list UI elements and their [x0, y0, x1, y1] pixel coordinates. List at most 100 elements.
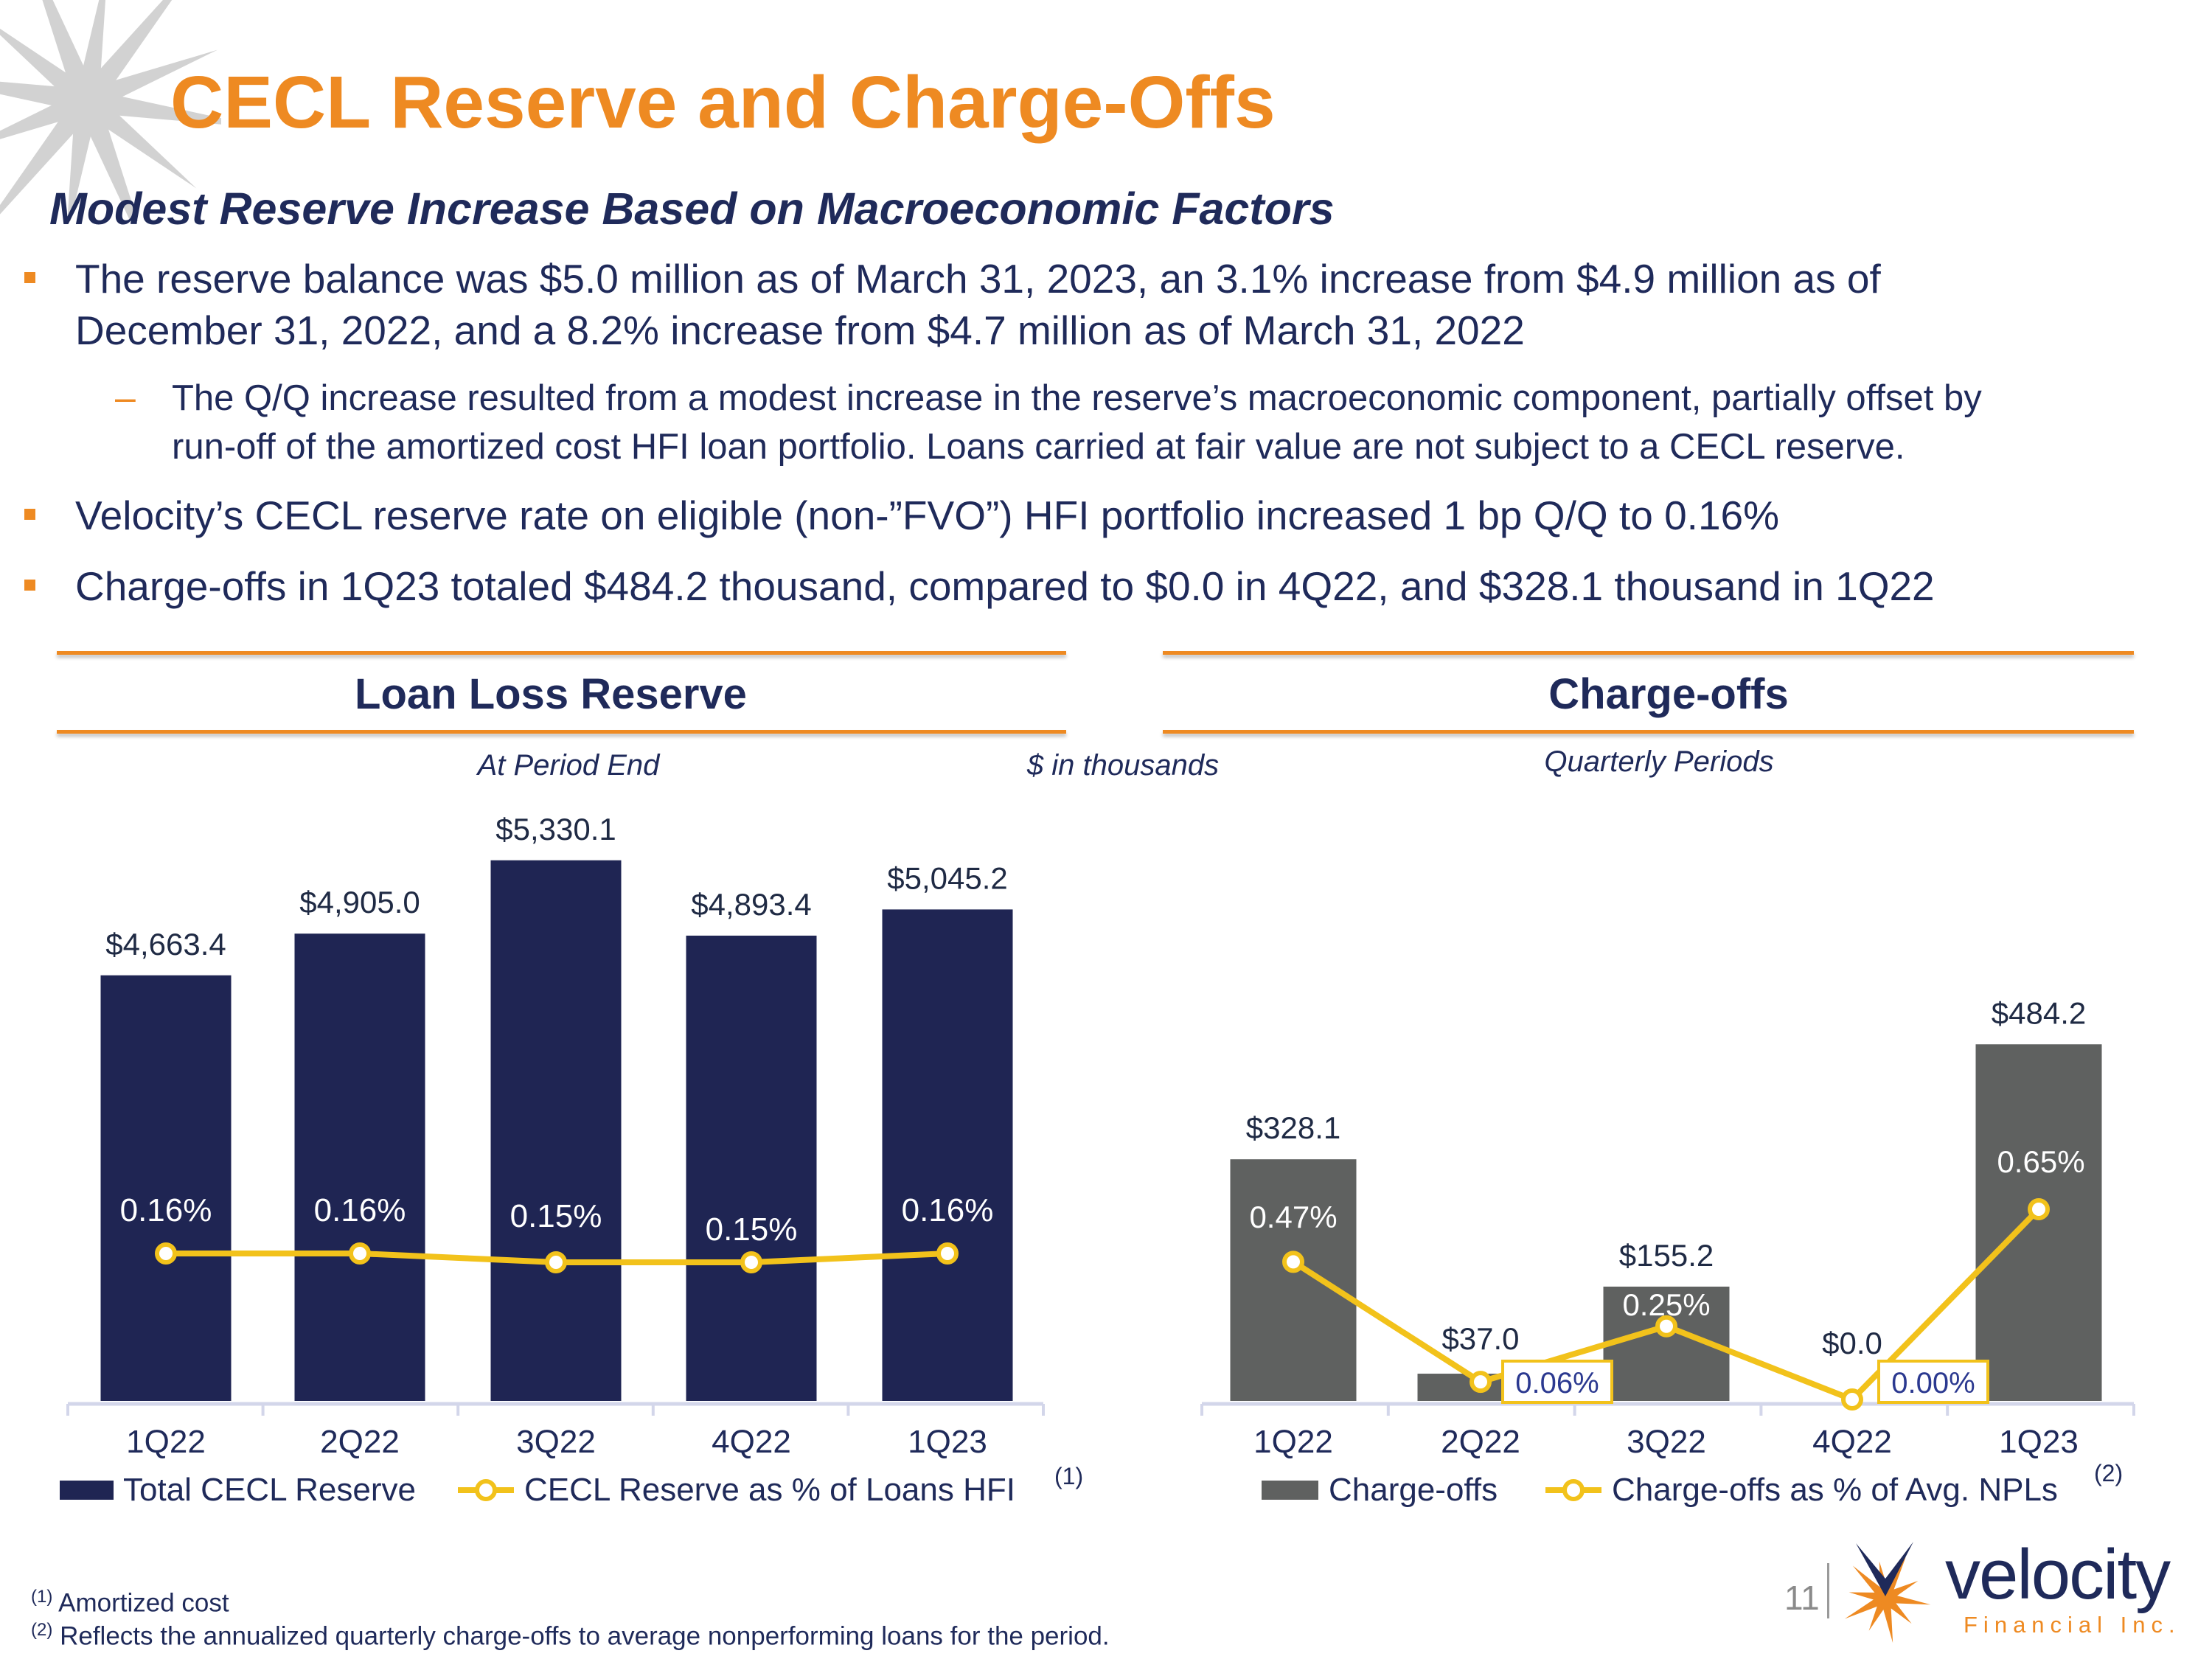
x-tick-label: 1Q23	[1999, 1424, 2079, 1460]
line-point	[1282, 1251, 1304, 1273]
bar-value-label: $5,330.1	[495, 812, 616, 846]
legend-label: CECL Reserve as % of Loans HFI	[524, 1472, 1015, 1508]
loan-loss-reserve-title: Loan Loss Reserve	[355, 670, 747, 718]
footnote-text: Reflects the annualized quarterly charge…	[60, 1621, 1110, 1651]
x-tick-label: 2Q22	[320, 1424, 400, 1460]
star-ray	[83, 49, 218, 112]
line-value-label-box	[1501, 1360, 1613, 1404]
bullet-marker	[24, 272, 35, 283]
sub-bullet-dash: –	[115, 377, 136, 418]
period-note: At Period End	[477, 749, 660, 782]
x-tick-label: 1Q23	[908, 1424, 987, 1460]
line-point	[740, 1251, 762, 1273]
line-point	[545, 1251, 567, 1273]
divider	[1163, 730, 2134, 734]
bullet-text: Velocity’s CECL reserve rate on eligible…	[75, 493, 1780, 538]
legend-label: Charge-offs	[1329, 1472, 1498, 1508]
star-watermark-icon	[0, 0, 221, 221]
bar-reserve-2Q22	[294, 933, 425, 1401]
x-tick-label: 3Q22	[1627, 1424, 1706, 1460]
bullet-marker	[24, 509, 35, 520]
line-point	[1470, 1371, 1492, 1394]
bar-value-label: $0.0	[1822, 1326, 1882, 1360]
bar-value-label: $4,905.0	[299, 885, 420, 919]
line-value-label: 0.16%	[902, 1192, 994, 1228]
star-ray	[77, 0, 173, 108]
logo-ray	[1882, 1580, 1919, 1603]
footnote-mark: (1)	[31, 1587, 53, 1607]
page-title: CECL Reserve and Charge-Offs	[170, 61, 1276, 144]
divider	[57, 651, 1066, 655]
x-tick-label: 4Q22	[1812, 1424, 1892, 1460]
divider	[1163, 651, 2134, 655]
sub-bullet-text: run-off of the amortized cost HFI loan p…	[172, 427, 1905, 467]
bullet-marker	[24, 580, 35, 591]
x-tick-label: 4Q22	[712, 1424, 791, 1460]
footnote-mark: (2)	[31, 1620, 53, 1640]
legend-line-marker-icon	[1545, 1479, 1601, 1501]
x-tick-label: 1Q22	[126, 1424, 206, 1460]
bar-value-label: $37.0	[1441, 1321, 1519, 1356]
star-ray	[0, 94, 97, 215]
quarterly-note: Quarterly Periods	[1544, 745, 1774, 778]
x-tick-label: 2Q22	[1441, 1424, 1520, 1460]
velocity-logo-wordmark: velocity	[1945, 1535, 2171, 1614]
logo-ray	[1852, 1565, 1889, 1601]
bar-chargeoff-1Q23	[1975, 1044, 2102, 1401]
line-point	[2028, 1197, 2050, 1220]
line-point	[1841, 1388, 1863, 1411]
page-number-divider	[1827, 1563, 1829, 1618]
bar-reserve-4Q22	[686, 935, 817, 1401]
sub-bullet-text: The Q/Q increase resulted from a modest …	[172, 378, 1982, 418]
line-value-label: 0.16%	[120, 1192, 212, 1228]
bullet-text: December 31, 2022, and a 8.2% increase f…	[75, 307, 1525, 353]
x-tick-label: 3Q22	[516, 1424, 596, 1460]
bar-value-label: $484.2	[1992, 995, 2086, 1030]
line-value-label: 0.15%	[706, 1211, 798, 1248]
footnote-2: (2) Reflects the annualized quarterly ch…	[31, 1620, 1110, 1652]
line-value-label-box	[1877, 1360, 1989, 1404]
bullet-text: Charge-offs in 1Q23 totaled $484.2 thous…	[75, 563, 1935, 609]
bar-chargeoff-1Q22	[1230, 1159, 1357, 1401]
legend-label: Charge-offs as % of Avg. NPLs	[1612, 1472, 2058, 1508]
bar-reserve-1Q23	[882, 909, 1013, 1401]
line-value-label: 0.47%	[1249, 1200, 1337, 1234]
bar-value-label: $4,893.4	[691, 887, 812, 922]
charge-offs-title: Charge-offs	[1548, 670, 1789, 718]
bar-value-label: $4,663.4	[105, 927, 226, 961]
line-value-label: 0.65%	[1997, 1144, 2084, 1179]
star-ray	[80, 91, 197, 189]
footnote-text: Amortized cost	[58, 1588, 229, 1618]
line-value-label: 0.25%	[1622, 1287, 1710, 1322]
bullet-text: The reserve balance was $5.0 million as …	[75, 256, 1881, 302]
velocity-logo-star-icon	[1844, 1542, 1931, 1644]
logo-ray	[1868, 1595, 1891, 1631]
units-note: $ in thousands	[1026, 749, 1220, 782]
legend-footnote-mark: (1)	[1054, 1463, 1084, 1489]
line-value-label: 0.16%	[314, 1192, 406, 1228]
line-point	[1655, 1315, 1677, 1338]
legend-swatch-total-cecl-reserve	[60, 1481, 114, 1500]
x-tick-label: 1Q22	[1253, 1424, 1333, 1460]
line-value-label: 0.00%	[1891, 1367, 1975, 1399]
legend-label: Total CECL Reserve	[123, 1472, 416, 1508]
page-number: 11	[1784, 1579, 1820, 1617]
footnote-1: (1) Amortized cost	[31, 1587, 229, 1618]
line-point	[936, 1242, 959, 1265]
star-ray	[0, 28, 94, 111]
legend-line-marker-icon	[458, 1479, 514, 1501]
page-subtitle: Modest Reserve Increase Based on Macroec…	[49, 184, 1335, 234]
line-value-label: 0.15%	[510, 1198, 602, 1234]
bar-value-label: $328.1	[1246, 1110, 1340, 1145]
line-value-label: 0.06%	[1515, 1367, 1599, 1399]
legend-swatch-charge-offs	[1262, 1481, 1318, 1500]
velocity-logo-subtext: Financial Inc.	[1964, 1612, 2181, 1638]
bar-reserve-1Q22	[100, 975, 232, 1401]
bar-reserve-3Q22	[490, 860, 622, 1401]
legend-footnote-mark: (2)	[2094, 1460, 2124, 1486]
line-point	[155, 1242, 177, 1265]
divider	[57, 730, 1066, 734]
bar-value-label: $5,045.2	[887, 860, 1008, 895]
bar-value-label: $155.2	[1619, 1238, 1714, 1273]
